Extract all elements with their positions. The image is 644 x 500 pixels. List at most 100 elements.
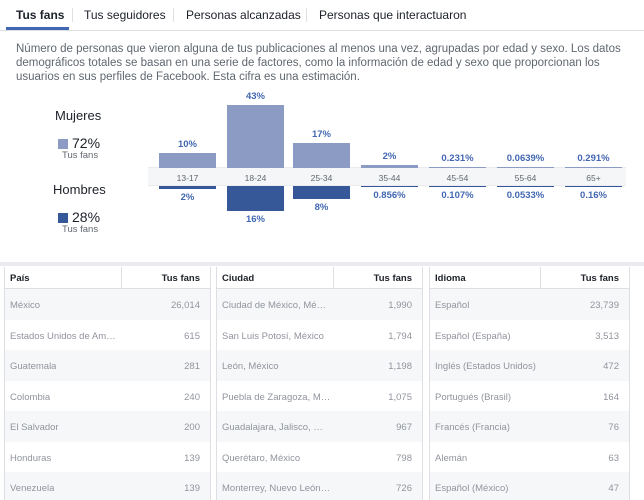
row-name: Español (España) (435, 330, 511, 342)
column-header-idioma[interactable]: Idioma (435, 273, 466, 284)
column-header-ciudad[interactable]: Ciudad (222, 273, 255, 284)
label-men-13-17: 2% (180, 192, 195, 204)
column-separator (121, 267, 122, 289)
label-women-55-64: 0.0639% (506, 153, 545, 164)
row-value: 47 (608, 483, 619, 494)
legend-men-percent: 28% (72, 209, 101, 225)
label-men-55-64: 0.0533% (506, 190, 545, 201)
active-tab-indicator (6, 27, 69, 30)
bar-men-13-17[interactable] (159, 186, 216, 190)
legend-women-sub: Tus fans (62, 150, 99, 161)
bar-men-35-44[interactable] (361, 186, 418, 188)
legend-women-swatch (58, 139, 68, 149)
bar-women-55-64[interactable] (497, 167, 554, 168)
table-row: Guadalajara, Jalisco, … 967 (217, 411, 422, 442)
legend-men-sub: Tus fans (62, 224, 99, 235)
row-value: 240 (184, 391, 200, 403)
row-name: Estados Unidos de Am… (10, 330, 116, 342)
table-row: Español 23,739 (430, 289, 629, 320)
table-row: Querétaro, México 798 (217, 442, 422, 473)
bar-men-65+[interactable] (565, 186, 622, 187)
table-row: León, México 1,198 (217, 350, 422, 381)
column-header-fans[interactable]: Tus fans (580, 273, 619, 284)
row-value: 76 (608, 422, 619, 433)
label-women-13-17: 10% (177, 139, 197, 151)
label-women-18-24: 43% (245, 91, 265, 102)
table-row: Estados Unidos de Am… 615 (5, 320, 210, 351)
table-header: Idioma Tus fans (430, 267, 629, 289)
description-text: Número de personas que vieron alguna de … (16, 43, 621, 83)
table-row: Puebla de Zaragoza, M… 1,075 (217, 381, 422, 412)
row-name: Español (435, 300, 470, 311)
row-name: Venezuela (10, 483, 55, 494)
row-value: 615 (184, 330, 200, 342)
row-value: 139 (184, 452, 200, 464)
row-name: León, México (222, 361, 279, 372)
row-name: Guadalajara, Jalisco, … (222, 422, 323, 433)
tab-separator (173, 8, 174, 22)
age-label-65+: 65+ (586, 173, 601, 183)
row-value: 281 (184, 361, 200, 372)
label-men-65+: 0.16% (580, 190, 607, 201)
label-women-25-34: 17% (311, 129, 331, 141)
legend-women-percent: 72% (72, 135, 101, 151)
bar-men-25-34[interactable] (293, 186, 350, 199)
bar-men-45-54[interactable] (429, 186, 486, 187)
table-header: Ciudad Tus fans (217, 267, 422, 289)
row-name: Colombia (10, 391, 51, 403)
row-name: Querétaro, México (222, 452, 301, 464)
bar-women-25-34[interactable] (293, 143, 350, 168)
age-label-18-24: 18-24 (244, 173, 267, 183)
table-header: País Tus fans (5, 267, 210, 289)
tab-personas-alcanzadas[interactable]: Personas alcanzadas (186, 8, 301, 22)
row-value: 726 (396, 483, 412, 494)
row-value: 1,075 (388, 391, 412, 403)
tab-tus-fans[interactable]: Tus fans (16, 8, 65, 22)
label-men-45-54: 0.107% (441, 190, 474, 201)
bar-women-35-44[interactable] (361, 165, 418, 168)
table-idioma: Idioma Tus fans Español 23,739 Español (Es… (429, 267, 630, 500)
age-label-13-17: 13-17 (176, 173, 199, 183)
bar-women-65+[interactable] (565, 167, 622, 168)
column-separator (333, 267, 334, 289)
table-pais: País Tus fans México 26,014 Estados Unidos… (4, 267, 211, 500)
row-name: Guatemala (10, 361, 57, 372)
row-value: 967 (396, 422, 412, 433)
row-value: 1,990 (388, 300, 412, 311)
row-name: Honduras (10, 452, 52, 464)
row-value: 164 (603, 391, 619, 403)
age-label-45-54: 45-54 (446, 173, 469, 183)
bar-men-18-24[interactable] (227, 186, 284, 211)
legend-men-swatch (58, 213, 68, 223)
row-name: Puebla de Zaragoza, M… (222, 391, 331, 403)
tab-personas-que-interactuaron[interactable]: Personas que interactuaron (319, 8, 467, 22)
bar-women-18-24[interactable] (227, 105, 284, 168)
row-name: Portugués (Brasil) (435, 391, 512, 403)
table-row: Monterrey, Nuevo León… 726 (217, 472, 422, 500)
tab-tus-seguidores[interactable]: Tus seguidores (84, 8, 166, 22)
tab-bar: Tus fans Tus seguidores Personas alcanza… (0, 0, 644, 31)
table-row: Portugués (Brasil) 164 (430, 381, 629, 412)
row-name: Ciudad de México, Mé… (222, 300, 327, 311)
label-women-65+: 0.291% (577, 153, 610, 164)
row-value: 1,794 (388, 330, 412, 342)
row-name: Inglés (Estados Unidos) (435, 361, 536, 372)
row-value: 139 (184, 483, 200, 494)
legend-men-title: Hombres (53, 182, 106, 197)
column-header-fans[interactable]: Tus fans (373, 273, 412, 284)
table-row: El Salvador 200 (5, 411, 210, 442)
label-women-45-54: 0.231% (441, 153, 474, 164)
label-men-18-24: 16% (245, 214, 265, 225)
tab-separator (72, 8, 73, 22)
bar-women-13-17[interactable] (159, 153, 216, 168)
row-value: 1,198 (388, 361, 412, 372)
column-header-fans[interactable]: Tus fans (161, 273, 200, 284)
bar-women-45-54[interactable] (429, 167, 486, 168)
column-header-pais[interactable]: País (10, 273, 30, 284)
label-men-35-44: 0.856% (373, 190, 406, 202)
bar-men-55-64[interactable] (497, 186, 554, 187)
label-women-35-44: 2% (382, 151, 397, 163)
row-value: 26,014 (170, 300, 200, 311)
table-row: Colombia 240 (5, 381, 210, 412)
label-men-25-34: 8% (314, 201, 329, 213)
